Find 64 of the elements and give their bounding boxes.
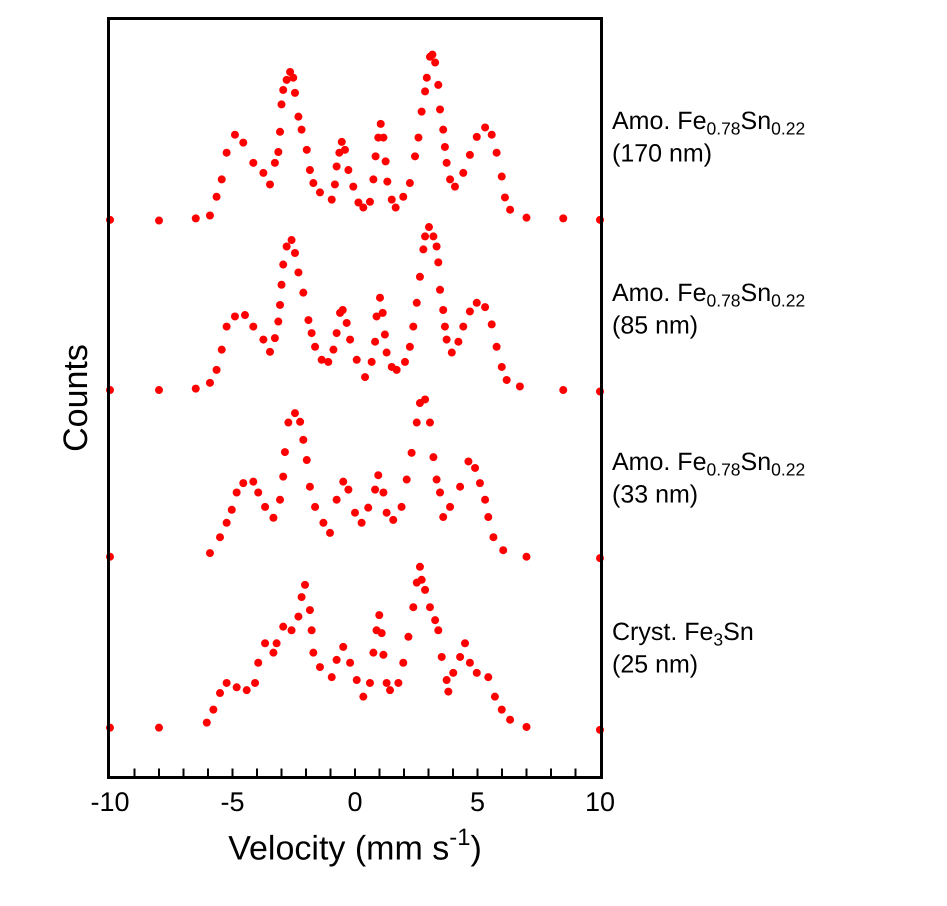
x-tick-label: 10 <box>584 787 616 818</box>
text: Amo. Fe$_{0.78}$Sn$_{0.22}$ (33 nm) <box>612 448 806 508</box>
point <box>446 502 454 511</box>
point <box>306 482 314 491</box>
x-tick-label: -10 <box>90 787 130 818</box>
x-tick-label: 5 <box>470 787 486 818</box>
point <box>332 496 341 504</box>
point <box>344 486 352 494</box>
point <box>269 514 278 522</box>
series-label: Cryst. Fe$_{3}$Sn (25 nm) <box>612 618 754 678</box>
point <box>284 418 292 427</box>
x-tick-label: -5 <box>220 787 245 818</box>
text: Amo. Fe$_{0.78}$Sn$_{0.22}$ (170 nm) <box>612 107 806 168</box>
point <box>280 448 289 456</box>
point <box>421 395 430 404</box>
point <box>339 478 348 486</box>
y-axis-title: Counts <box>56 344 95 452</box>
point <box>436 488 444 496</box>
point <box>290 409 299 418</box>
point <box>351 508 359 517</box>
point <box>471 464 480 472</box>
point <box>249 478 258 486</box>
x-axis-title: Velocity (mm s$^{-1}$) <box>228 824 482 868</box>
point <box>464 457 472 466</box>
point <box>408 448 416 457</box>
point <box>429 453 438 462</box>
point <box>311 502 320 511</box>
point <box>456 482 464 491</box>
x-tick-label: 0 <box>347 787 363 818</box>
point <box>358 518 366 527</box>
point <box>489 533 498 542</box>
point <box>432 476 441 484</box>
point <box>371 486 380 494</box>
point <box>379 488 388 496</box>
point <box>374 471 382 480</box>
point <box>254 488 262 496</box>
point <box>402 476 411 484</box>
point <box>276 496 284 504</box>
point <box>389 516 398 524</box>
point <box>364 504 372 512</box>
point <box>412 418 421 427</box>
point <box>232 488 241 496</box>
point <box>319 518 328 527</box>
point <box>279 472 288 481</box>
point <box>222 518 231 527</box>
point <box>206 549 214 558</box>
text: Amo. Fe$_{0.78}$Sn$_{0.22}$ (85 nm) <box>612 279 806 340</box>
point <box>499 546 508 554</box>
point <box>522 552 530 561</box>
point <box>299 436 308 444</box>
point <box>302 456 311 464</box>
point <box>239 479 248 488</box>
point <box>439 513 448 522</box>
point <box>481 496 490 504</box>
point <box>261 502 270 511</box>
point <box>382 508 391 517</box>
point <box>426 418 434 427</box>
point <box>228 506 236 514</box>
point <box>484 513 492 522</box>
point <box>476 479 484 488</box>
point <box>216 533 224 542</box>
point <box>398 502 406 511</box>
point <box>296 418 304 426</box>
point <box>326 528 334 537</box>
